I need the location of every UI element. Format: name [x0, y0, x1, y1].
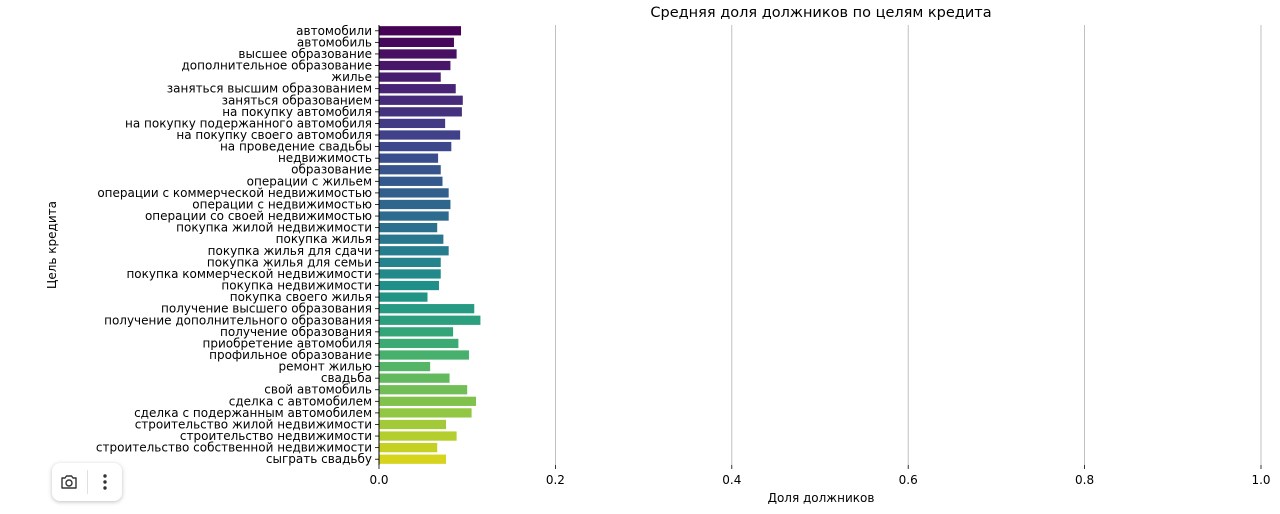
y-tick-label: на проведение свадьбы — [220, 140, 372, 154]
bar — [379, 396, 477, 406]
y-tick-label: получение высшего образования — [161, 302, 372, 316]
y-tick-label: заняться высшим образованием — [167, 82, 372, 96]
x-tick-label: 0.0 — [369, 473, 388, 487]
y-tick-label: строительство недвижимости — [180, 429, 372, 443]
bar — [379, 165, 441, 175]
y-tick-label: операции со своей недвижимостью — [145, 209, 372, 223]
bar — [379, 199, 451, 210]
y-tick-label: на покупку своего автомобиля — [176, 128, 372, 142]
bar — [379, 72, 441, 82]
bar — [379, 304, 475, 314]
bar — [379, 419, 447, 430]
y-tick-label: получение образования — [220, 325, 372, 339]
y-tick-label: покупка жилой недвижимости — [176, 221, 372, 235]
bar — [379, 37, 454, 47]
y-tick-label: ремонт жилью — [279, 360, 373, 374]
y-tick-label: покупка недвижимости — [221, 279, 372, 293]
bar — [379, 26, 462, 36]
y-axis-label: Цель кредита — [45, 201, 59, 289]
bar — [379, 327, 454, 337]
bar — [379, 60, 451, 71]
y-tick-label: на покупку автомобиля — [222, 105, 372, 119]
bar — [379, 234, 444, 244]
x-ticks: 0.0 0.2 0.4 0.6 0.8 1.0 — [369, 465, 1271, 487]
bar — [379, 350, 469, 360]
bar — [379, 338, 459, 349]
x-tick-label: 0.4 — [722, 473, 741, 487]
y-tick-label: приобретение автомобиля — [203, 336, 372, 350]
bar — [379, 95, 463, 105]
y-tick-label: покупка своего жилья — [230, 290, 372, 304]
x-tick-label: 0.2 — [546, 473, 565, 487]
x-tick-label: 0.8 — [1075, 473, 1094, 487]
bar — [379, 153, 439, 163]
chart-title: Средняя доля должников по целям кредита — [650, 5, 991, 21]
y-tick-label: недвижимость — [278, 151, 372, 165]
y-tick-label: строительство жилой недвижимости — [135, 417, 372, 431]
bar — [379, 454, 447, 464]
bar — [379, 107, 462, 117]
toolbar-divider — [86, 470, 88, 494]
y-tick-label: свадьба — [321, 371, 372, 385]
more-options-button[interactable] — [87, 463, 122, 501]
x-tick-label: 0.6 — [899, 473, 918, 487]
bar — [379, 443, 438, 453]
y-tick-label: покупка жилья для семьи — [207, 255, 372, 269]
y-tick-label: заняться образованием — [222, 93, 372, 107]
x-tick-label: 1.0 — [1251, 473, 1270, 487]
y-tick-label: строительство собственной недвижимости — [96, 441, 372, 455]
y-tick-label: образование — [291, 163, 372, 177]
bar — [379, 223, 438, 233]
bar — [379, 118, 446, 129]
camera-icon — [60, 474, 78, 490]
bar — [379, 385, 468, 395]
bar — [379, 188, 449, 198]
bar — [379, 292, 428, 302]
bar — [379, 246, 449, 256]
screenshot-button[interactable] — [52, 463, 87, 501]
y-tick-label: автомобили — [296, 24, 372, 38]
bar — [379, 84, 456, 94]
y-tick-label: на покупку подержанного автомобиля — [125, 116, 372, 130]
y-tick-label: покупка коммерческой недвижимости — [126, 267, 372, 281]
y-tick-label: сыграть свадьбу — [266, 452, 372, 466]
bar — [379, 431, 457, 441]
y-tick-label: профильное образование — [209, 348, 372, 362]
x-axis-label: Доля должников — [768, 491, 875, 505]
y-tick-label: операции с недвижимостью — [192, 197, 372, 211]
y-tick-label: сделка с подержанным автомобилем — [134, 406, 372, 420]
bar — [379, 361, 431, 372]
bar — [379, 141, 452, 152]
bar — [379, 315, 481, 325]
bar — [379, 280, 439, 291]
grid-lines — [555, 25, 1262, 465]
y-tick-label: операции с жильем — [247, 174, 372, 188]
y-tick-label: сделка с автомобилем — [229, 394, 372, 408]
y-tick-label: жилье — [331, 70, 372, 84]
chart-toolbar — [52, 463, 122, 501]
bar — [379, 408, 472, 418]
y-tick-label: получение дополнительного образования — [104, 313, 372, 327]
y-tick-label: автомобиль — [297, 35, 372, 49]
y-tick-label: высшее образование — [238, 47, 372, 61]
bars — [379, 26, 481, 464]
bar — [379, 176, 443, 186]
y-tick-label: покупка жилья для сдачи — [208, 244, 372, 258]
bar — [379, 373, 450, 383]
bar — [379, 211, 449, 221]
y-tick-label: покупка жилья — [276, 232, 372, 246]
y-tick-label: дополнительное образование — [181, 59, 372, 73]
bar — [379, 257, 441, 267]
more-vertical-icon — [102, 473, 108, 491]
bar — [379, 130, 461, 140]
bar — [379, 269, 441, 279]
bar — [379, 49, 457, 59]
y-tick-label: операции с коммерческой недвижимостью — [97, 186, 372, 200]
y-tick-label: свой автомобиль — [264, 383, 372, 397]
